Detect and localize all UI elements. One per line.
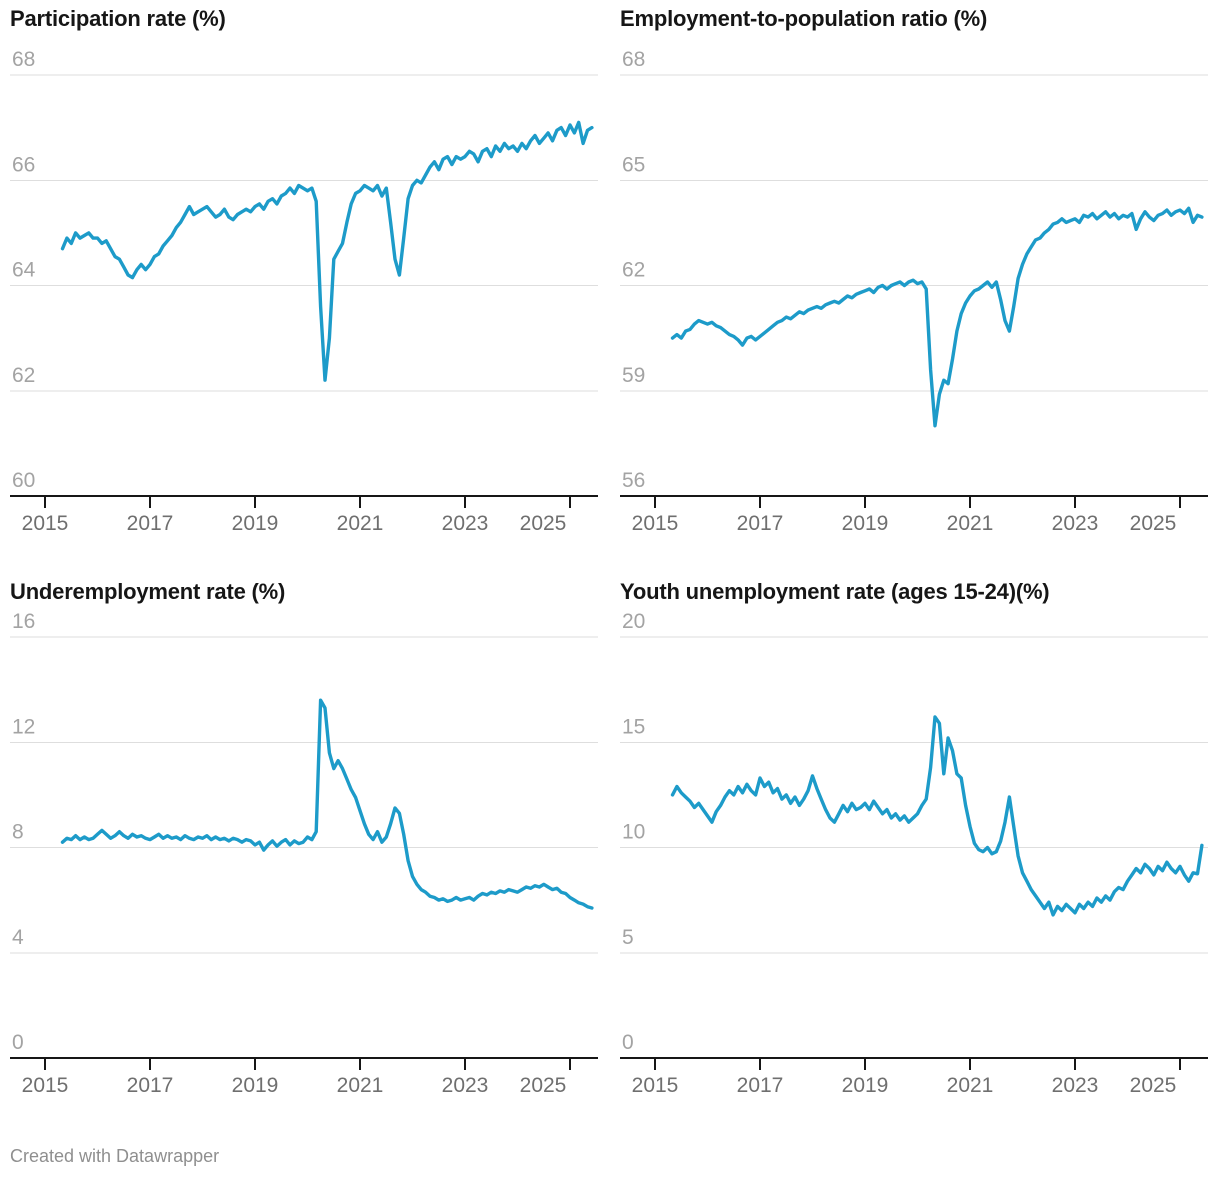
y-tick-label: 5 (622, 926, 634, 949)
chart-panel-employment-to-population: Employment-to-population ratio (%) 68 65 6… (610, 0, 1220, 560)
x-tick-label: 2017 (737, 1074, 784, 1097)
x-tick-label: 2019 (232, 1074, 279, 1097)
y-tick-label: 0 (622, 1031, 634, 1054)
x-tick-label: 2017 (127, 1074, 174, 1097)
participation-rate-plot: 68 66 64 62 60 2015 2017 2019 2021 2023 2025 (10, 48, 598, 535)
datawrapper-credit: Created with Datawrapper (10, 1146, 220, 1166)
data-line (670, 206, 1204, 428)
x-tick-label: 2021 (337, 512, 384, 535)
y-tick-label: 16 (12, 610, 35, 633)
y-tick-label: 60 (12, 469, 35, 492)
chart-title-employment-to-population: Employment-to-population ratio (%) (620, 6, 988, 31)
x-tick-label: 2025 (1130, 512, 1177, 535)
x-tick-label: 2019 (842, 1074, 889, 1097)
x-tick-label: 2017 (127, 512, 174, 535)
data-line (60, 698, 594, 910)
y-tick-label: 20 (622, 610, 645, 633)
y-tick-label: 59 (622, 364, 645, 387)
x-tick-label: 2015 (22, 1074, 69, 1097)
x-tick-label: 2025 (520, 512, 567, 535)
chart-panel-youth-unemployment-rate: Youth unemployment rate (ages 15-24)(%) … (610, 562, 1220, 1122)
x-tick-label: 2023 (442, 1074, 489, 1097)
x-tick-label: 2025 (1130, 1074, 1177, 1097)
y-tick-label: 8 (12, 821, 24, 844)
chart-title-underemployment-rate: Underemployment rate (%) (10, 579, 286, 604)
y-tick-label: 65 (622, 153, 645, 176)
y-tick-label: 64 (12, 259, 36, 282)
chart-title-participation-rate: Participation rate (%) (10, 6, 226, 31)
x-tick-label: 2021 (947, 1074, 994, 1097)
x-tick-label: 2021 (947, 512, 994, 535)
y-tick-label: 68 (622, 48, 645, 71)
x-tick-label: 2019 (842, 512, 889, 535)
y-tick-label: 56 (622, 469, 645, 492)
x-tick-label: 2021 (337, 1074, 384, 1097)
data-line (60, 120, 594, 382)
underemployment-rate-plot: 16 12 8 4 0 2015 2017 2019 2021 2023 2025 (10, 610, 598, 1097)
y-tick-label: 0 (12, 1031, 24, 1054)
x-tick-label: 2023 (1052, 1074, 1099, 1097)
x-tick-label: 2015 (632, 1074, 679, 1097)
x-tick-label: 2019 (232, 512, 279, 535)
y-tick-label: 15 (622, 715, 645, 738)
x-tick-label: 2015 (632, 512, 679, 535)
y-tick-label: 62 (12, 364, 35, 387)
x-tick-label: 2015 (22, 512, 69, 535)
employment-to-population-plot: 68 65 62 59 56 2015 2017 2019 2021 2023 2025 (620, 48, 1208, 535)
x-tick-label: 2023 (1052, 512, 1099, 535)
y-tick-label: 68 (12, 48, 35, 71)
chart-panel-participation-rate: Participation rate (%) 68 66 64 62 60 2015 201… (0, 0, 610, 560)
x-tick-label: 2017 (737, 512, 784, 535)
chart-title-youth-unemployment-rate: Youth unemployment rate (ages 15-24)(%) (620, 579, 1050, 604)
y-tick-label: 66 (12, 153, 35, 176)
y-tick-label: 4 (12, 926, 24, 949)
y-tick-label: 10 (622, 821, 645, 844)
y-tick-label: 12 (12, 715, 35, 738)
data-line (670, 715, 1204, 917)
x-tick-label: 2023 (442, 512, 489, 535)
chart-panel-underemployment-rate: Underemployment rate (%) 16 12 8 4 0 2015 2017… (0, 562, 610, 1122)
x-tick-label: 2025 (520, 1074, 567, 1097)
y-tick-label: 62 (622, 259, 645, 282)
